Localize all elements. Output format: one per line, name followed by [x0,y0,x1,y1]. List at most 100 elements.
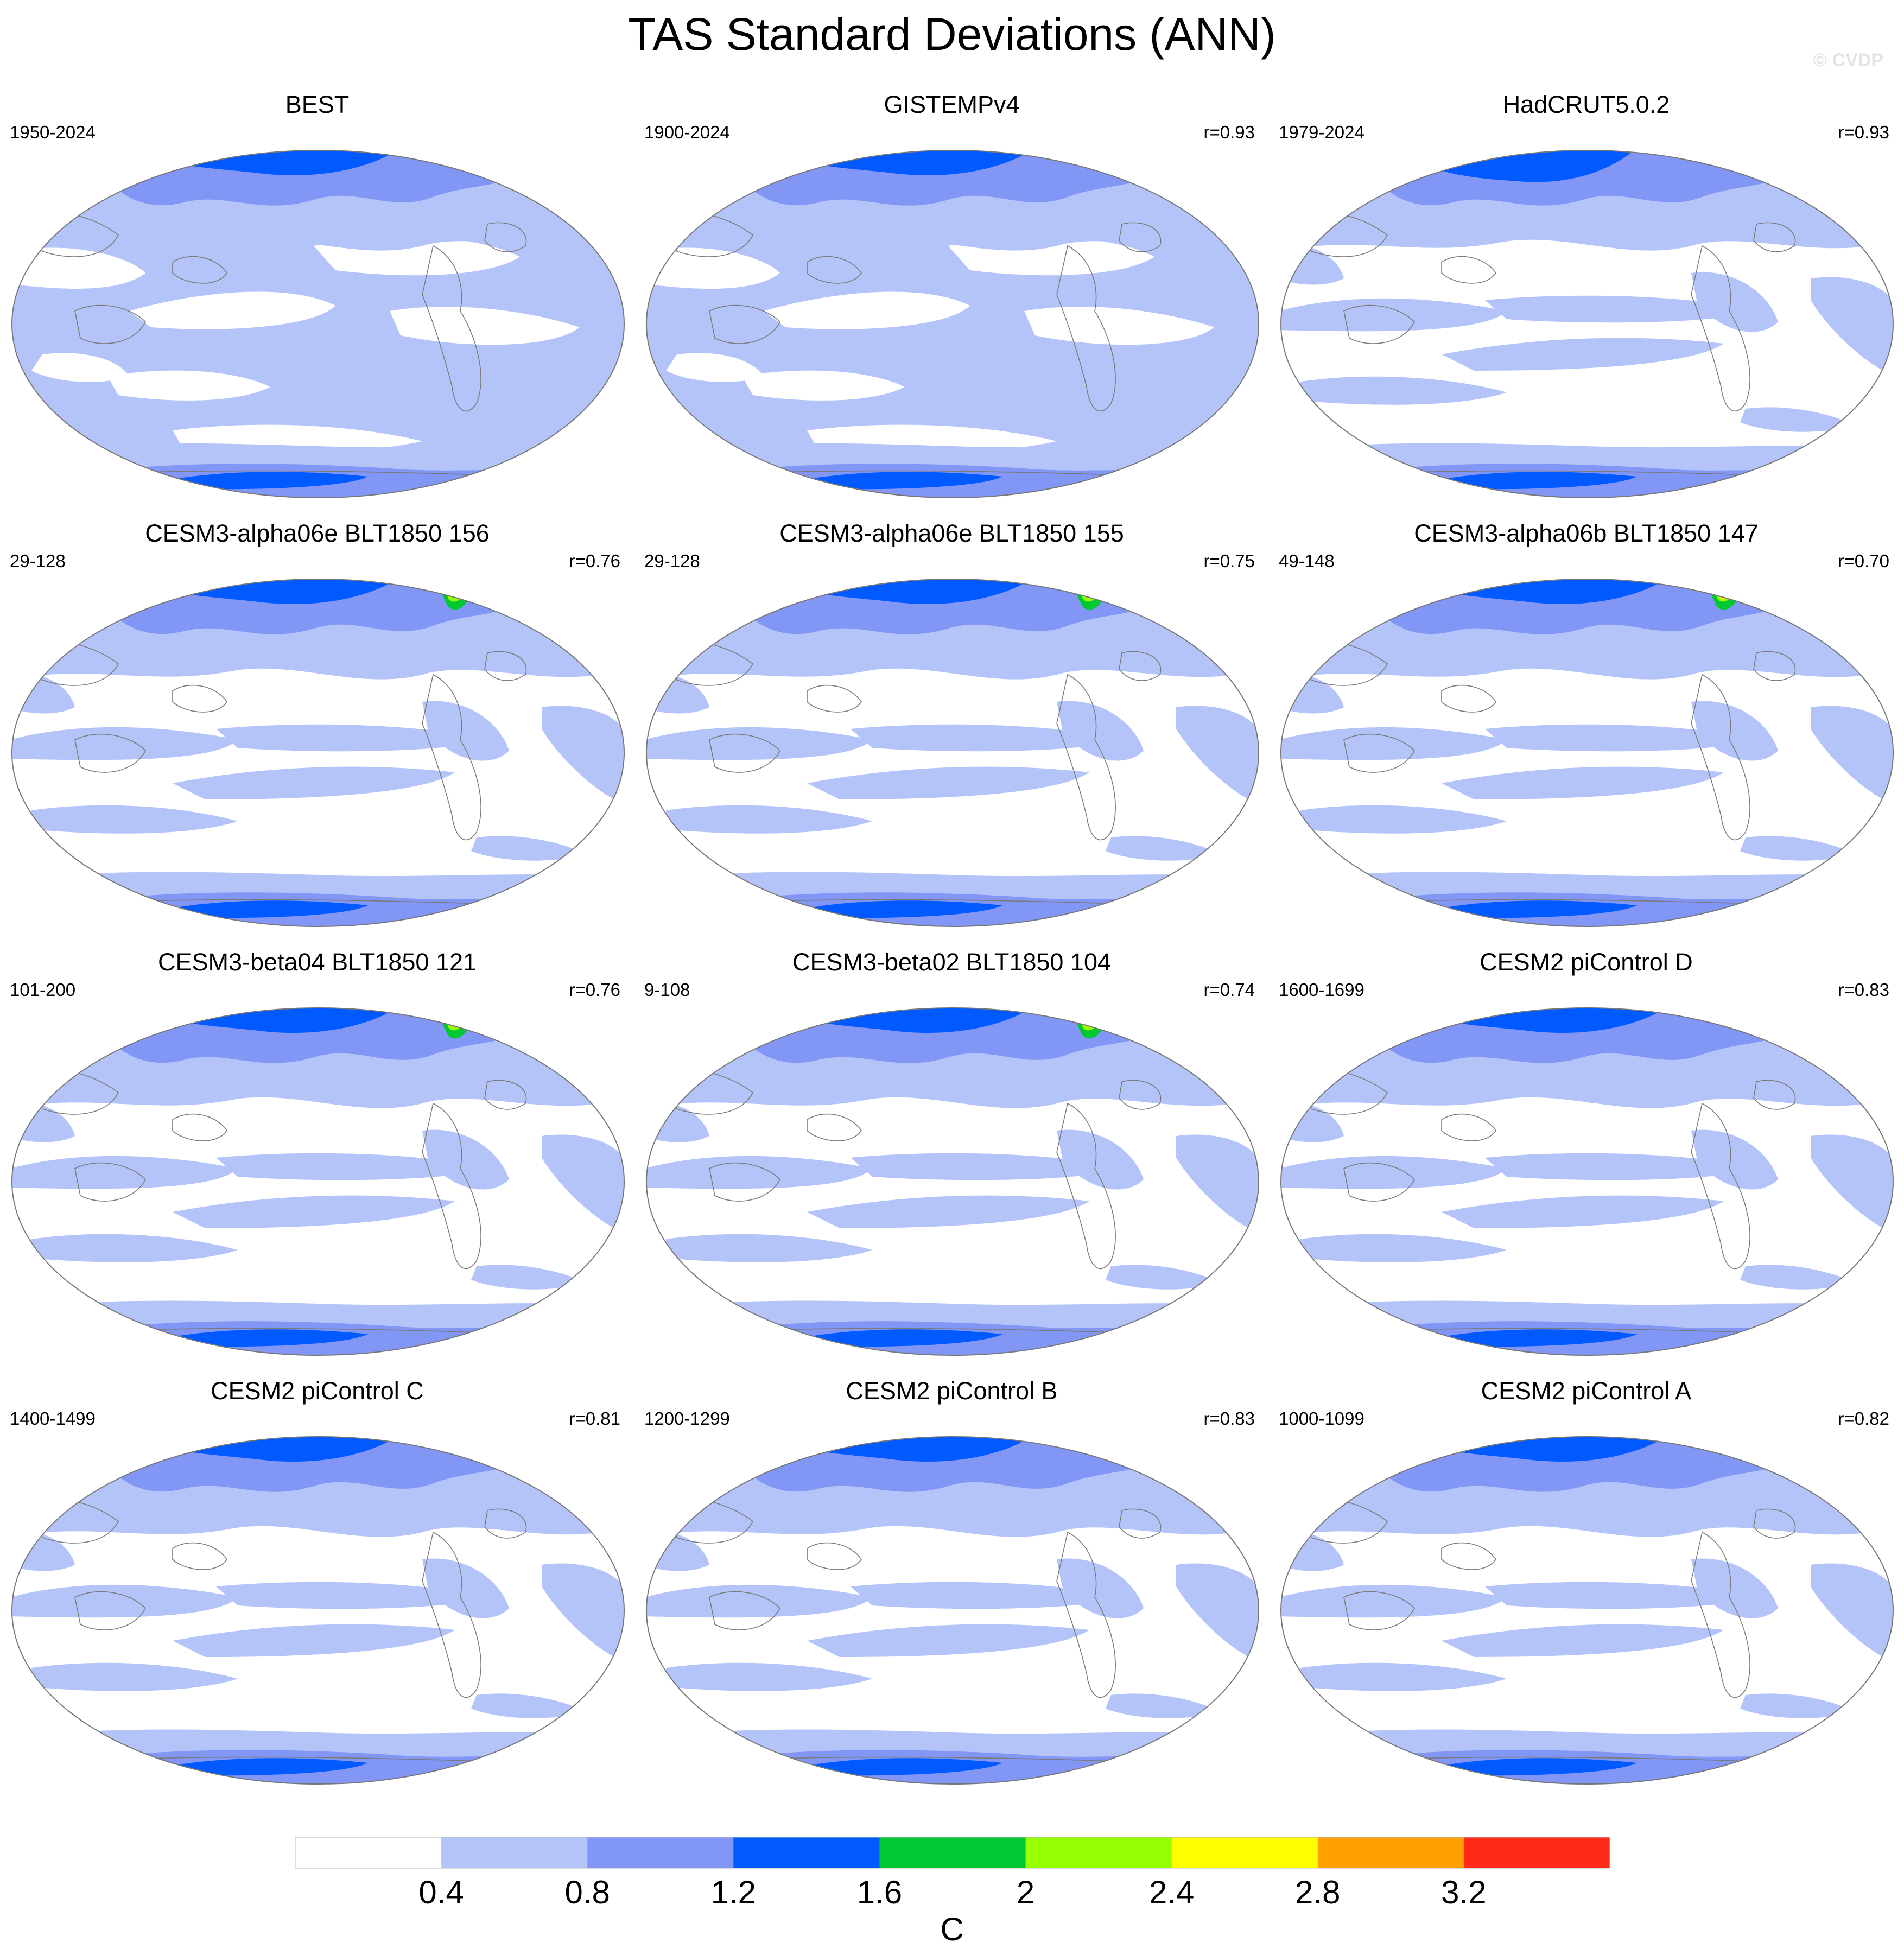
coastline [1441,1113,1496,1141]
coastline [172,256,227,284]
low-variance-region [12,247,145,289]
panel-correlation: r=0.82 [1838,1408,1890,1429]
world-map [10,148,626,500]
moderate-variance-region [1691,701,1778,761]
coastline [1441,1542,1496,1570]
world-map [10,1006,626,1357]
moderate-variance-region [1106,1265,1220,1290]
panel-title: BEST [285,91,350,118]
moderate-variance-region [1176,1134,1259,1234]
peak-variance-region [1409,582,1457,599]
moderate-variance-region [1691,1129,1778,1190]
peak-variance-region [1423,1017,1435,1021]
very-high-variance-region [807,1758,1002,1776]
peak-variance-region [775,1439,822,1457]
world-map [1279,577,1895,929]
coastline [1056,245,1116,412]
coastline [709,1591,780,1630]
moderate-variance-region [1811,1134,1893,1234]
map-outline [646,1007,1259,1356]
panel-correlation: r=0.76 [569,980,621,1000]
panel-period: 1200-1299 [644,1408,730,1429]
moderate-variance-region [1057,1129,1144,1190]
panel-title: CESM3-beta04 BLT1850 121 [157,948,477,976]
colorbar-tick-label: 3.2 [1441,1874,1487,1910]
coastline [1343,733,1415,773]
colorbar-tick-label: 2.4 [1148,1874,1195,1910]
panel-correlation: r=0.81 [569,1408,621,1429]
coastline [74,1162,146,1202]
contour-field [646,1008,1259,1355]
map-panel: CESM3-beta02 BLT1850 104 9-108 r=0.74 [634,942,1269,1370]
peak-variance-region [140,1011,188,1028]
moderate-variance-region [1057,1558,1144,1618]
moderate-variance-region [12,1156,238,1189]
colorbar-tick-label: 2 [1016,1874,1035,1910]
world-map [644,577,1261,929]
peak-variance-region [783,1443,807,1452]
moderate-variance-region [851,1582,1122,1609]
coastline [807,1113,862,1141]
low-variance-region [107,370,270,401]
panel-title: CESM3-beta02 BLT1850 104 [792,948,1112,976]
moderate-variance-region [807,1624,1089,1657]
peak-variance-region [154,1017,166,1021]
peak-variance-region [775,1011,822,1028]
colorbar-swatch [587,1837,734,1868]
coastline [709,733,780,773]
moderate-variance-region [1691,1558,1778,1618]
panel-title: CESM2 piControl B [846,1377,1058,1405]
moderate-variance-region [1811,1563,1893,1662]
coastline [74,733,146,773]
low-variance-region [31,353,129,382]
panel-period: 1000-1099 [1279,1408,1364,1429]
map-outline [11,150,625,498]
panel-title: GISTEMPv4 [884,91,1020,118]
colorbar-tick-label: 1.6 [856,1874,903,1910]
low-variance-region [764,291,970,329]
coastline [807,1542,862,1570]
moderate-variance-region [666,1662,872,1691]
figure-title: TAS Standard Deviations (ANN) [628,9,1276,60]
low-variance-region [742,370,905,401]
coastline [74,304,146,344]
peak-variance-region [148,1443,173,1452]
moderate-variance-region [851,724,1122,752]
moderate-variance-region [1485,724,1756,752]
world-map [644,1434,1261,1786]
moderate-variance-region [31,1662,238,1691]
panel-period: 49-148 [1279,551,1335,571]
map-outline [11,1436,625,1785]
very-high-variance-region [807,900,1002,918]
moderate-variance-region [1106,836,1220,861]
coastline [1119,1080,1162,1110]
panel-title: CESM2 piControl A [1481,1377,1692,1405]
coastline [422,245,481,412]
peak-variance-region [1409,1011,1457,1028]
moderate-variance-region [1106,1693,1220,1718]
peak-variance-region [775,582,822,599]
map-outline [646,1436,1259,1785]
very-high-variance-region [173,1329,368,1347]
peak-variance-region [1417,586,1442,595]
coastline [422,674,481,841]
moderate-variance-region [216,1153,487,1180]
moderate-variance-region [1740,1265,1854,1290]
peak-variance-region [148,586,173,595]
peak-variance-region [788,588,801,593]
moderate-variance-region [471,1693,585,1718]
coastline [172,1542,227,1570]
moderate-variance-region [1740,407,1854,432]
peak-variance-region [1409,1439,1457,1457]
map-panel: CESM3-alpha06e BLT1850 155 29-128 r=0.75 [634,513,1269,942]
moderate-variance-region [1485,1582,1756,1609]
panel-title: CESM2 piControl C [211,1377,424,1405]
coastline [1691,245,1750,412]
moderate-variance-region [666,805,872,834]
contour-field [1281,1437,1893,1784]
contour-field [646,1437,1259,1784]
very-high-variance-region [173,472,368,490]
colorbar-border [295,1837,1610,1869]
peak-variance-region [1719,591,1728,596]
world-map [644,1006,1261,1357]
